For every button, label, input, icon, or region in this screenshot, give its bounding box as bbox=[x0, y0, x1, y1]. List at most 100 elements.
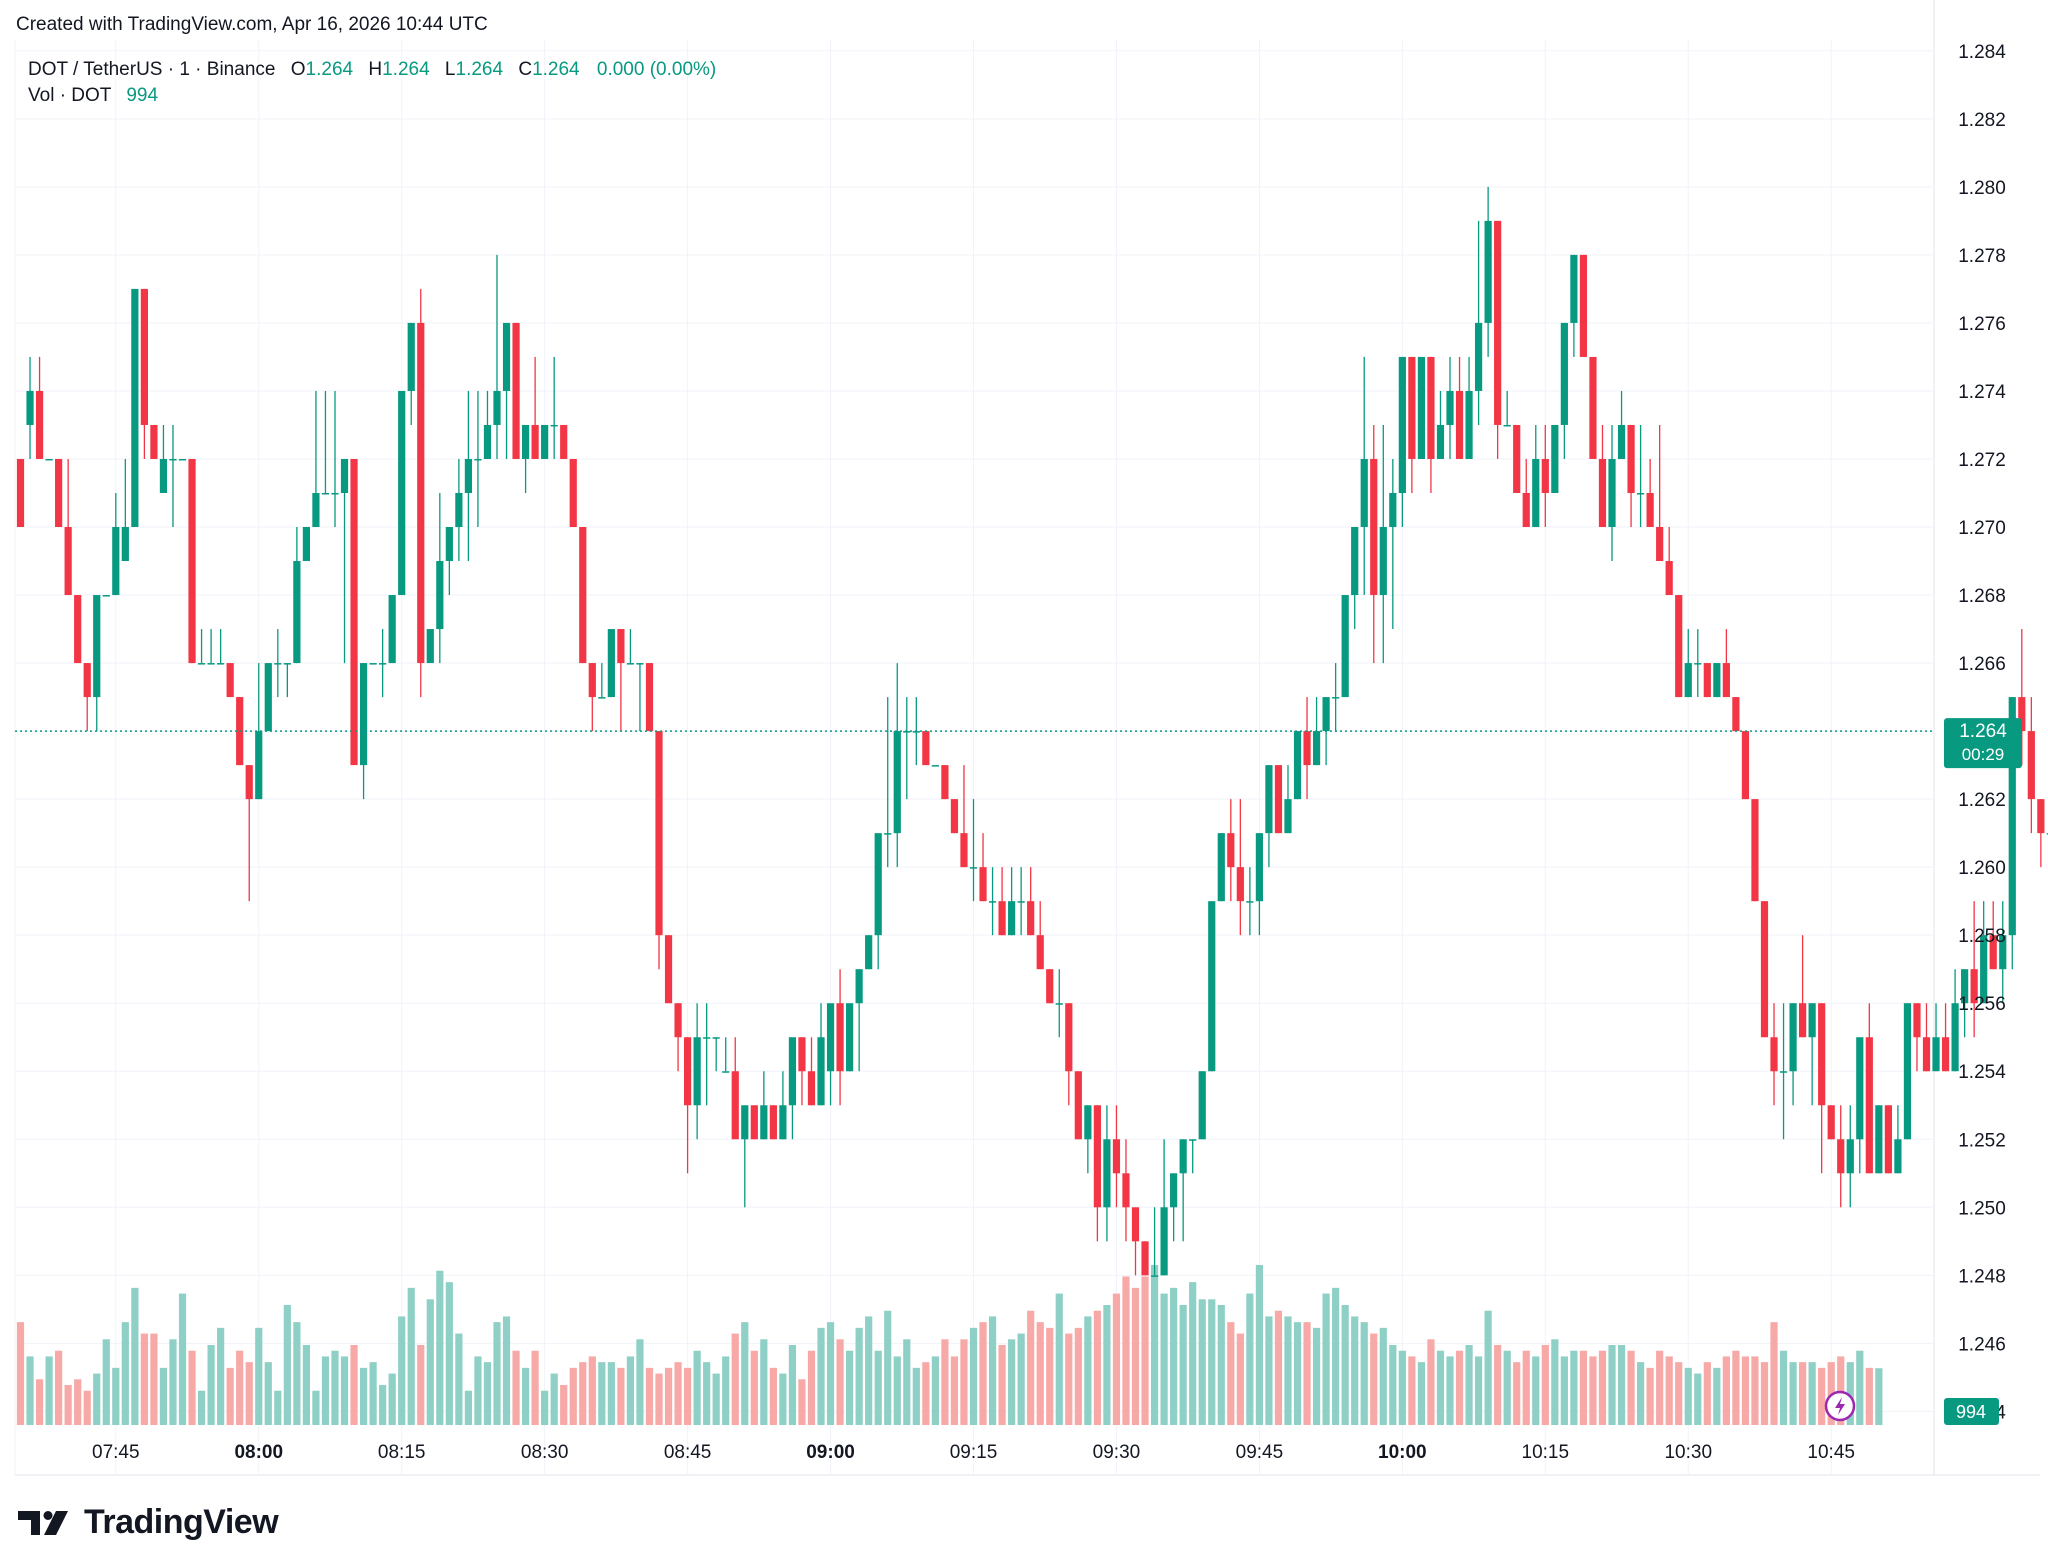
candle-body bbox=[1760, 901, 1769, 1038]
legend-h-label: H bbox=[368, 59, 382, 80]
bar-countdown: 00:29 bbox=[1962, 745, 2005, 764]
candle-body bbox=[893, 731, 901, 834]
volume-bar bbox=[1675, 1362, 1683, 1425]
price-axis[interactable]: 1.284 1.282 1.280 1.278 1.276 1.274 1.272 1.270… bbox=[1958, 42, 2006, 1424]
volume-bar bbox=[1255, 1265, 1263, 1425]
volume-bar bbox=[1036, 1322, 1044, 1425]
candle-body bbox=[45, 458, 53, 461]
volume-bar bbox=[1198, 1299, 1206, 1425]
candle-body bbox=[1274, 765, 1283, 834]
time-axis[interactable]: 07:45 08:00 08:15 08:30 08:45 09:00 09:15 09:30… bbox=[92, 1442, 1855, 1463]
candle-body bbox=[121, 527, 129, 562]
volume-bar bbox=[102, 1339, 110, 1425]
candle-body bbox=[560, 424, 568, 459]
volume-bar bbox=[207, 1345, 215, 1425]
volume-bar bbox=[1684, 1367, 1692, 1425]
candle-body bbox=[2046, 833, 2048, 835]
volume-bar bbox=[1093, 1310, 1101, 1425]
candle-body bbox=[493, 390, 501, 425]
candle-body bbox=[703, 1037, 711, 1039]
candle-body bbox=[1017, 901, 1025, 903]
tradingview-logo[interactable]: TradingView bbox=[18, 1503, 279, 1542]
candle-body bbox=[1170, 1173, 1178, 1208]
legend-ohlc: DOT / TetherUS · 1 · Binance O1.264 H1.2… bbox=[28, 59, 716, 80]
volume-bar bbox=[960, 1339, 968, 1425]
price-tick-label: 1.280 bbox=[1958, 178, 2006, 199]
candle-body bbox=[1522, 492, 1530, 528]
candle-body bbox=[1684, 663, 1692, 698]
candle-body bbox=[1112, 1139, 1121, 1174]
candle-body bbox=[1637, 492, 1645, 495]
volume-bar bbox=[512, 1350, 520, 1425]
volume-bar bbox=[674, 1362, 682, 1425]
time-tick-label: 09:00 bbox=[806, 1442, 855, 1463]
volume-bar bbox=[807, 1350, 816, 1425]
candle-body bbox=[1465, 390, 1473, 459]
candle-body bbox=[1389, 492, 1397, 528]
volume-bar bbox=[1112, 1293, 1121, 1425]
volume-bar bbox=[826, 1322, 835, 1425]
candles bbox=[16, 186, 2048, 1277]
candle-body bbox=[512, 322, 520, 459]
price-tick-label: 1.256 bbox=[1958, 994, 2006, 1015]
legend-volume-label: Vol · DOT bbox=[28, 85, 112, 106]
volume-bar bbox=[703, 1362, 711, 1425]
candle-body bbox=[302, 527, 310, 562]
volume-bar bbox=[846, 1350, 854, 1425]
volume-bar bbox=[169, 1339, 177, 1425]
candle-body bbox=[1608, 458, 1616, 528]
candle-body bbox=[1484, 220, 1492, 323]
bolt-icon[interactable] bbox=[1824, 1390, 1856, 1422]
candle-body bbox=[884, 833, 892, 835]
volume-bar bbox=[531, 1350, 539, 1425]
candle-body bbox=[474, 458, 482, 461]
candle-body bbox=[1970, 969, 1978, 1004]
candle-body bbox=[1818, 1003, 1826, 1106]
candle-body bbox=[1036, 935, 1044, 970]
candle-body bbox=[426, 629, 434, 664]
candle-body bbox=[236, 697, 244, 766]
candle-body bbox=[26, 390, 34, 425]
volume-bar bbox=[35, 1379, 44, 1425]
candle-body bbox=[1922, 1037, 1931, 1072]
price-tick-label: 1.268 bbox=[1958, 586, 2006, 607]
candle-body bbox=[1656, 527, 1664, 562]
volume-bar bbox=[1694, 1373, 1702, 1425]
candle-body bbox=[807, 1071, 816, 1106]
candle-body bbox=[1322, 697, 1330, 732]
volume-bar bbox=[1856, 1350, 1864, 1425]
candle-body bbox=[1246, 901, 1254, 903]
candle-body bbox=[798, 1037, 806, 1072]
volume-bar bbox=[74, 1379, 82, 1425]
volume-bar bbox=[1065, 1333, 1073, 1425]
candle-body bbox=[1989, 935, 1997, 970]
volume-bar bbox=[1351, 1316, 1359, 1425]
candle-body bbox=[1293, 731, 1302, 800]
candle-body bbox=[207, 663, 215, 665]
volume-bar bbox=[1360, 1322, 1368, 1425]
candle-body bbox=[1827, 1105, 1835, 1140]
chart-grid bbox=[14, 0, 2040, 1476]
volume-bar bbox=[140, 1333, 148, 1425]
candle-body bbox=[321, 492, 330, 495]
candle-body bbox=[140, 288, 148, 425]
candle-body bbox=[645, 663, 654, 732]
volume-bar bbox=[1303, 1322, 1311, 1425]
volume-bar bbox=[331, 1350, 339, 1425]
candle-body bbox=[1713, 663, 1721, 698]
tradingview-logo-icon bbox=[18, 1510, 68, 1535]
candle-body bbox=[531, 424, 539, 459]
candle-body bbox=[1312, 731, 1321, 766]
volume-bar bbox=[45, 1356, 53, 1425]
price-tick-label: 1.262 bbox=[1958, 790, 2006, 811]
volume-bar bbox=[1465, 1345, 1473, 1425]
candle-body bbox=[636, 663, 644, 665]
volume-bar bbox=[1398, 1350, 1406, 1425]
price-tick-label: 1.284 bbox=[1958, 42, 2006, 63]
candle-body bbox=[1065, 1003, 1073, 1072]
candle-body bbox=[398, 390, 406, 596]
candle-body bbox=[588, 663, 596, 698]
candle-body bbox=[369, 663, 377, 665]
volume-bar bbox=[502, 1316, 511, 1425]
